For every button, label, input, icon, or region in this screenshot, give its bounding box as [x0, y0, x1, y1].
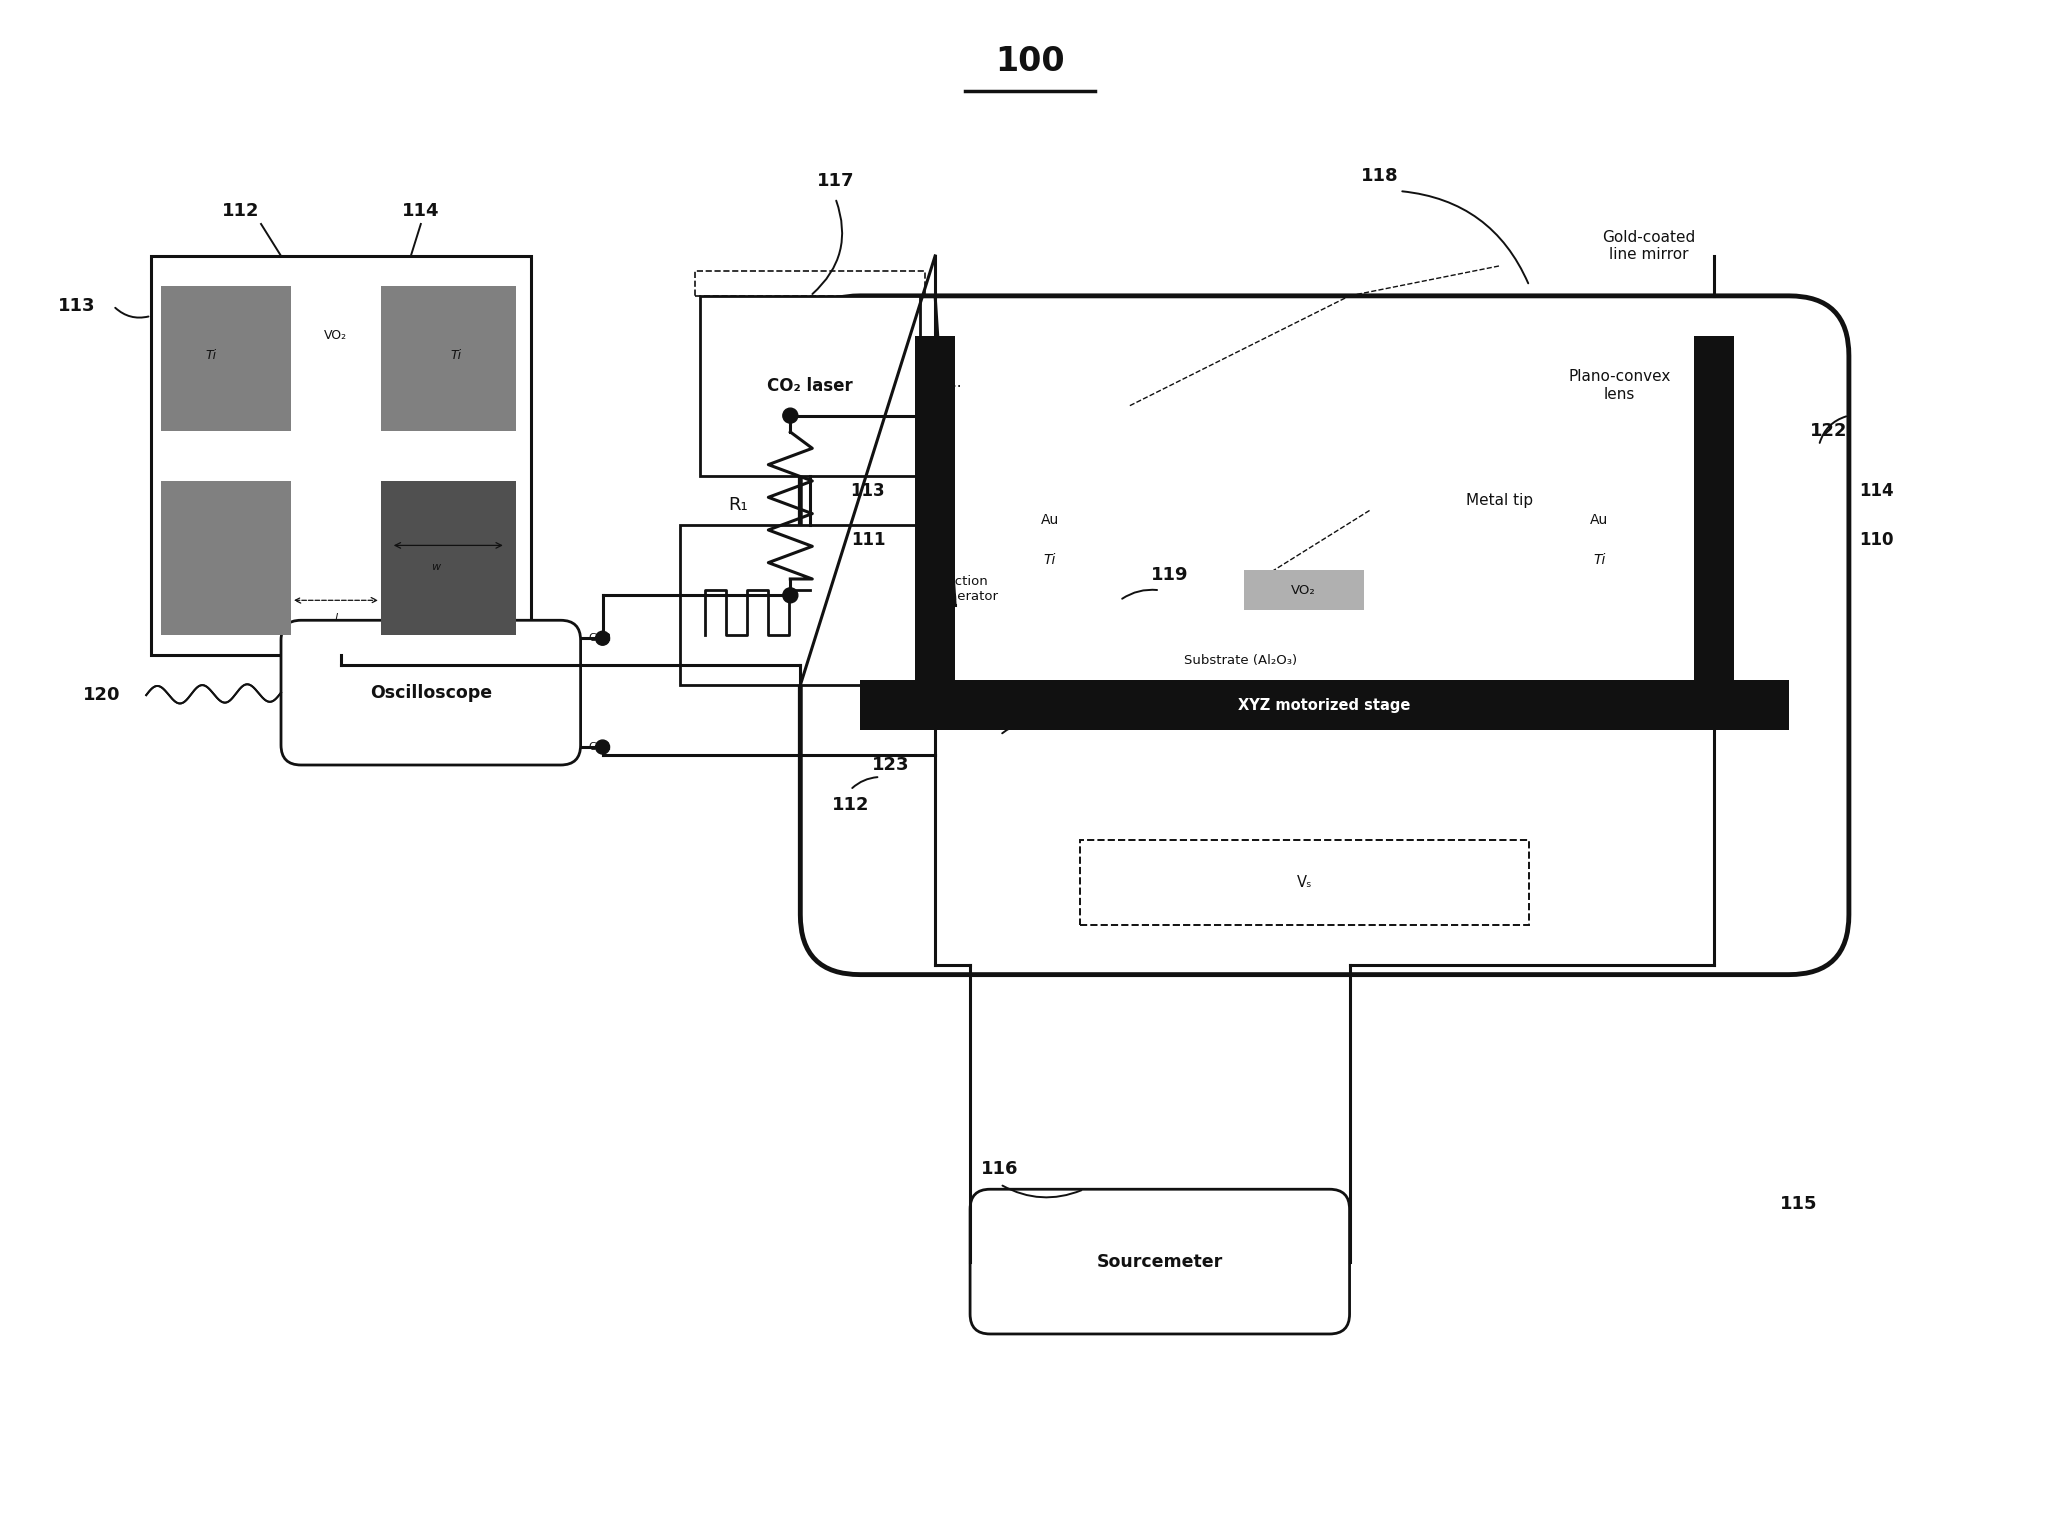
Text: Au: Au [1590, 513, 1608, 528]
Text: Gold-coated
line mirror: Gold-coated line mirror [1602, 230, 1695, 262]
FancyBboxPatch shape [969, 1190, 1349, 1334]
Text: Au: Au [1041, 513, 1060, 528]
Text: XYZ motorized stage: XYZ motorized stage [1239, 697, 1410, 712]
Text: VO₂: VO₂ [324, 330, 348, 342]
Bar [161, 476, 291, 635]
Text: Plano-convex
lens: Plano-convex lens [1567, 370, 1670, 402]
Text: 116: 116 [982, 1160, 1019, 1179]
Text: CO₂ laser: CO₂ laser [767, 376, 854, 394]
Bar [1243, 571, 1363, 611]
Text: CH2: CH2 [588, 634, 612, 643]
Circle shape [596, 631, 610, 645]
Text: R₁: R₁ [728, 496, 749, 514]
Text: w: w [431, 562, 441, 573]
Bar [695, 270, 926, 296]
Bar [701, 296, 920, 476]
Text: Metal tip: Metal tip [1466, 493, 1532, 508]
Bar [916, 336, 955, 685]
Bar [680, 525, 920, 685]
Text: 113: 113 [850, 482, 885, 499]
Text: 121: 121 [1041, 701, 1078, 718]
Text: 113: 113 [58, 296, 95, 315]
Text: 119: 119 [1151, 566, 1188, 585]
Text: 110: 110 [1858, 531, 1893, 550]
Bar [860, 680, 1790, 731]
Text: 114: 114 [402, 203, 439, 220]
Text: 100: 100 [996, 45, 1064, 78]
Circle shape [784, 408, 798, 424]
Text: 112: 112 [831, 797, 868, 814]
Text: Ti: Ti [1043, 554, 1056, 568]
Text: 120: 120 [82, 686, 120, 705]
Text: 115: 115 [1780, 1196, 1819, 1213]
Bar [161, 431, 516, 480]
Text: Ti: Ti [206, 350, 217, 362]
Circle shape [784, 588, 798, 603]
Bar [381, 476, 516, 635]
Text: 123: 123 [872, 757, 909, 774]
Text: 111: 111 [852, 531, 885, 550]
Text: Vₛ: Vₛ [1297, 875, 1311, 890]
Text: Oscilloscope: Oscilloscope [369, 683, 493, 701]
Text: 112: 112 [223, 203, 260, 220]
Bar [381, 286, 516, 436]
Text: CH1: CH1 [588, 741, 612, 752]
Text: l: l [334, 614, 338, 623]
Text: VO₂: VO₂ [1291, 583, 1316, 597]
Bar [291, 270, 381, 480]
Text: 114: 114 [1858, 482, 1893, 499]
FancyBboxPatch shape [800, 296, 1850, 975]
Text: 122: 122 [1810, 422, 1848, 439]
Circle shape [596, 740, 610, 754]
Text: Ti: Ti [1594, 554, 1606, 568]
Bar [1695, 336, 1734, 685]
Text: Function
generator: Function generator [932, 576, 998, 603]
Bar [151, 256, 530, 655]
Text: 117: 117 [817, 172, 854, 190]
Bar [1080, 840, 1530, 924]
FancyBboxPatch shape [280, 620, 581, 764]
Bar [161, 286, 291, 436]
Text: Substrate (Al₂O₃): Substrate (Al₂O₃) [1184, 654, 1297, 666]
Text: Ti: Ti [450, 350, 462, 362]
Text: Sourcemeter: Sourcemeter [1097, 1253, 1223, 1271]
Text: 118: 118 [1361, 167, 1398, 186]
